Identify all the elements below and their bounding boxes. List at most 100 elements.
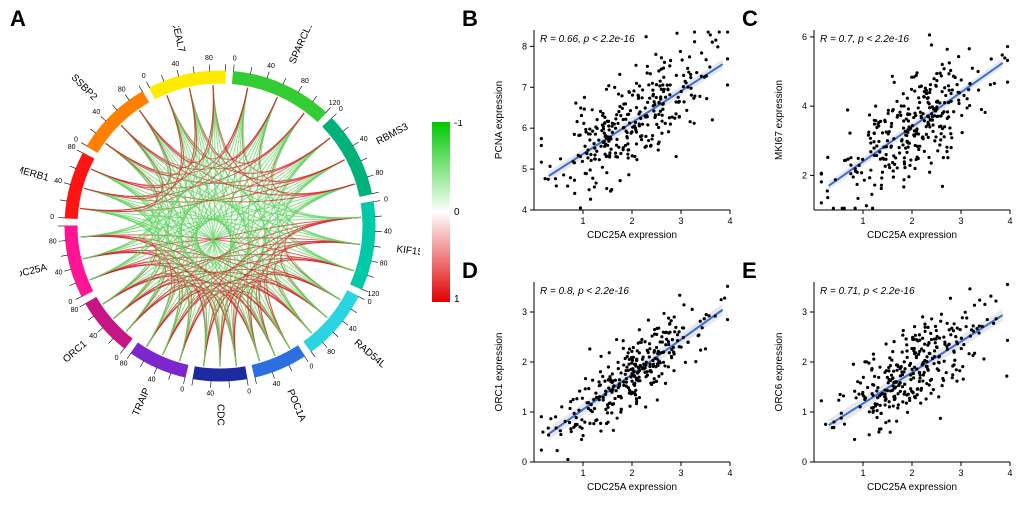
- svg-text:4: 4: [727, 468, 732, 478]
- svg-text:0: 0: [384, 197, 388, 204]
- svg-text:40: 40: [206, 391, 214, 398]
- svg-text:3: 3: [678, 216, 683, 226]
- svg-text:80: 80: [205, 55, 213, 62]
- svg-text:1: 1: [802, 407, 807, 417]
- svg-text:40: 40: [267, 63, 275, 70]
- svg-text:40: 40: [384, 229, 392, 236]
- svg-text:3: 3: [678, 468, 683, 478]
- svg-text:40: 40: [273, 381, 281, 388]
- svg-text:80: 80: [68, 144, 76, 151]
- svg-text:4: 4: [1007, 216, 1012, 226]
- svg-text:TCEAL7: TCEAL7: [168, 26, 187, 54]
- svg-text:3: 3: [958, 216, 963, 226]
- svg-text:-1: -1: [454, 120, 463, 129]
- svg-text:40: 40: [360, 136, 368, 143]
- svg-text:40: 40: [349, 326, 357, 333]
- svg-text:R = 0.7, p < 2.2e-16: R = 0.7, p < 2.2e-16: [820, 34, 909, 45]
- svg-text:CDC25A: CDC25A: [20, 262, 49, 282]
- svg-text:40: 40: [89, 333, 97, 340]
- svg-text:40: 40: [54, 178, 62, 185]
- svg-text:80: 80: [376, 170, 384, 177]
- svg-text:0: 0: [802, 457, 807, 467]
- panel-label-e: E: [742, 258, 757, 284]
- svg-text:7: 7: [522, 82, 527, 92]
- svg-text:120: 120: [368, 291, 380, 298]
- svg-text:0: 0: [454, 207, 460, 218]
- svg-text:80: 80: [301, 78, 309, 85]
- svg-text:0: 0: [247, 388, 251, 395]
- svg-text:4: 4: [802, 101, 807, 111]
- svg-text:2: 2: [909, 216, 914, 226]
- svg-text:6: 6: [802, 32, 807, 42]
- svg-text:1: 1: [454, 294, 460, 304]
- panel-label-c: C: [742, 6, 758, 32]
- svg-text:R = 0.71, p < 2.2e-16: R = 0.71, p < 2.2e-16: [820, 286, 915, 297]
- svg-text:4: 4: [727, 216, 732, 226]
- svg-text:0: 0: [115, 355, 119, 362]
- svg-text:BMERB1: BMERB1: [20, 162, 50, 184]
- svg-text:1: 1: [860, 468, 865, 478]
- svg-text:6: 6: [522, 123, 527, 133]
- svg-text:CDCA5: CDCA5: [214, 404, 225, 426]
- svg-text:80: 80: [380, 261, 388, 268]
- svg-text:ORC1 expression: ORC1 expression: [494, 333, 505, 412]
- svg-text:CDC25A expression: CDC25A expression: [587, 230, 677, 241]
- svg-text:3: 3: [802, 307, 807, 317]
- svg-text:0: 0: [368, 299, 372, 306]
- svg-text:RAD54L: RAD54L: [352, 338, 388, 371]
- svg-text:0: 0: [68, 299, 72, 306]
- svg-text:MKI67 expression: MKI67 expression: [774, 80, 785, 160]
- svg-text:3: 3: [958, 468, 963, 478]
- svg-text:2: 2: [909, 468, 914, 478]
- svg-text:ORC6 expression: ORC6 expression: [774, 333, 785, 412]
- svg-text:KIF15: KIF15: [396, 244, 420, 258]
- svg-text:2: 2: [802, 357, 807, 367]
- svg-text:3: 3: [522, 307, 527, 317]
- correlation-legend: -1 0 1: [432, 120, 480, 309]
- svg-text:80: 80: [118, 87, 126, 94]
- svg-text:80: 80: [120, 360, 128, 367]
- svg-text:RBMS3: RBMS3: [375, 121, 411, 147]
- svg-text:80: 80: [49, 239, 57, 246]
- svg-text:0: 0: [142, 73, 146, 80]
- svg-text:0: 0: [522, 457, 527, 467]
- svg-text:1: 1: [580, 468, 585, 478]
- svg-text:5: 5: [522, 164, 527, 174]
- svg-text:0: 0: [180, 387, 184, 394]
- svg-text:TRAIP: TRAIP: [131, 386, 153, 418]
- svg-text:40: 40: [92, 109, 100, 116]
- svg-text:2: 2: [629, 216, 634, 226]
- scatter-orc6: 12340123CDC25A expressionORC6 expression…: [758, 268, 1018, 496]
- scatter-orc1: 12340123CDC25A expressionORC1 expression…: [478, 268, 738, 496]
- svg-text:0: 0: [339, 106, 343, 113]
- svg-text:SPARCL1: SPARCL1: [288, 26, 316, 66]
- svg-text:1: 1: [522, 407, 527, 417]
- svg-text:8: 8: [522, 41, 527, 51]
- svg-text:R = 0.8, p < 2.2e-16: R = 0.8, p < 2.2e-16: [540, 286, 629, 297]
- svg-text:R = 0.66, p < 2.2e-16: R = 0.66, p < 2.2e-16: [540, 34, 635, 45]
- svg-text:40: 40: [171, 61, 179, 68]
- svg-text:2: 2: [522, 357, 527, 367]
- panel-label-b: B: [462, 6, 478, 32]
- svg-text:0: 0: [50, 214, 54, 221]
- svg-text:2: 2: [629, 468, 634, 478]
- svg-text:PCNA expression: PCNA expression: [494, 81, 505, 159]
- svg-text:CDC25A expression: CDC25A expression: [867, 482, 957, 493]
- svg-text:2: 2: [802, 170, 807, 180]
- svg-text:CDC25A expression: CDC25A expression: [587, 482, 677, 493]
- svg-text:80: 80: [327, 349, 335, 356]
- chord-diagram: 04080120SPARCL104080RBMS304080120KIF1504…: [20, 26, 420, 431]
- svg-text:0: 0: [310, 364, 314, 371]
- svg-text:4: 4: [522, 205, 527, 215]
- svg-text:0: 0: [74, 136, 78, 143]
- svg-text:4: 4: [1007, 468, 1012, 478]
- svg-text:POC1A: POC1A: [284, 388, 308, 424]
- svg-text:1: 1: [860, 216, 865, 226]
- svg-text:SSBP2: SSBP2: [69, 72, 100, 103]
- svg-text:0: 0: [233, 55, 237, 62]
- svg-text:40: 40: [55, 270, 63, 277]
- svg-text:CDC25A expression: CDC25A expression: [867, 230, 957, 241]
- scatter-mki67: 1 2 3 4 2 4 6 CDC25A expression MKI67 expression…: [758, 16, 1018, 244]
- svg-text:ORC1: ORC1: [61, 338, 90, 365]
- svg-text:40: 40: [148, 376, 156, 383]
